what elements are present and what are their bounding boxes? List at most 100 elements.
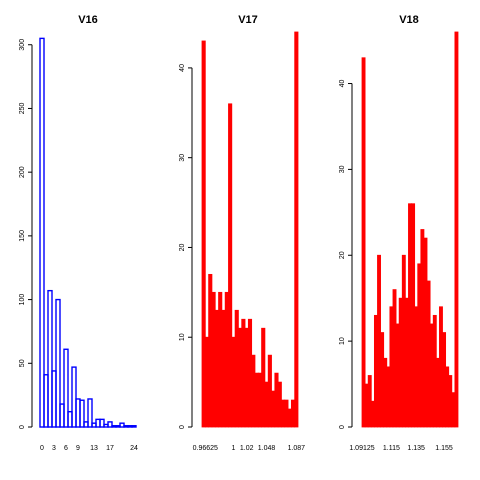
x-tick-label: 3 — [52, 445, 56, 452]
x-tick-label: 9 — [76, 445, 80, 452]
histogram-bar — [107, 421, 113, 428]
histogram-bar — [231, 336, 236, 428]
histogram-bar — [395, 323, 400, 428]
x-tick-label: 1.115 — [383, 445, 400, 452]
x-tick-label: 17 — [106, 445, 114, 452]
histogram-bar — [264, 381, 269, 428]
histogram-bar — [435, 357, 440, 428]
histogram-bar — [445, 366, 450, 428]
histogram-bar — [451, 392, 456, 428]
histogram-bar — [208, 273, 213, 428]
histogram-bar — [251, 354, 256, 428]
y-tick-label: 20 — [179, 243, 186, 251]
histogram-bar — [398, 297, 403, 428]
x-tick-label: 1.135 — [407, 445, 425, 452]
histogram-bar — [361, 57, 366, 428]
histogram-bar — [261, 327, 266, 428]
panel-v17: V17 0 10 20 30 40 0.96625 1 1.02 1.048 1.087 — [179, 14, 305, 452]
histogram-bar — [218, 291, 223, 428]
histogram-bar — [439, 306, 443, 428]
x-tick-label: 1.048 — [258, 445, 276, 452]
y-tick-label: 0 — [179, 425, 186, 429]
histogram-bar — [290, 399, 296, 428]
histogram-bar — [442, 332, 447, 428]
histogram-bar — [214, 309, 219, 428]
histogram-bar — [238, 327, 243, 428]
histogram-bar — [131, 425, 137, 428]
y-tick-label: 40 — [179, 64, 186, 72]
histogram-bar — [99, 418, 105, 428]
histogram-bar — [224, 291, 229, 428]
x-tick-label: 0 — [40, 445, 44, 452]
histogram-bar — [404, 297, 409, 428]
y-tick-label: 50 — [19, 359, 26, 367]
histogram-bar — [370, 400, 375, 428]
x-tick-label: 1.155 — [435, 445, 453, 452]
histogram-bar — [417, 263, 422, 428]
y-tick-label: 20 — [339, 251, 346, 259]
histogram-bar — [277, 381, 282, 428]
histogram-bar — [432, 314, 437, 428]
histogram-bar — [228, 103, 233, 428]
histogram-bar — [63, 348, 69, 428]
y-tick-label: 0 — [19, 425, 26, 429]
histogram-bar — [271, 390, 276, 428]
y-tick-label: 40 — [339, 80, 346, 88]
histogram-bar — [383, 357, 388, 428]
histogram-bar — [234, 309, 239, 428]
histogram-bar — [267, 354, 272, 428]
histogram-bar — [247, 318, 253, 428]
x-tick-label: 24 — [130, 445, 138, 452]
histogram-bar — [55, 298, 61, 428]
histogram-bar — [423, 237, 428, 428]
histogram-bar — [426, 280, 431, 428]
histogram-bar — [373, 314, 378, 428]
panel-v18: V18 0 10 20 30 40 1.09125 1.115 1.135 1.155 — [339, 14, 459, 452]
histogram-bar — [380, 332, 385, 428]
y-tick-label: 200 — [19, 166, 26, 178]
y-tick-label: 0 — [339, 425, 346, 429]
panel-title: V16 — [78, 14, 98, 26]
y-tick-label: 300 — [19, 39, 26, 51]
histogram-bar — [47, 289, 53, 428]
x-tick-label: 1 — [231, 445, 235, 452]
y-tick-label: 250 — [19, 103, 26, 115]
y-tick-label: 30 — [339, 165, 346, 173]
x-tick-label: 1.09125 — [349, 445, 374, 452]
histogram-bar — [364, 383, 369, 428]
x-tick-label: 0.96625 — [193, 445, 218, 452]
y-tick-label: 150 — [19, 230, 26, 242]
histogram-bar — [254, 372, 259, 428]
histogram-bar — [201, 40, 206, 428]
y-tick-label: 100 — [19, 294, 26, 306]
histogram-bar — [377, 254, 381, 428]
panel-v16: V16 0 50 100 150 200 250 300 0 3 6 9 13 17 24 — [19, 14, 138, 452]
histogram-bar — [448, 375, 453, 428]
histogram-bar — [287, 408, 292, 428]
panel-title: V18 — [399, 14, 419, 26]
y-tick-label: 10 — [339, 337, 346, 345]
histogram-bar — [401, 254, 406, 428]
histogram-bar — [429, 323, 434, 428]
histogram-bar — [274, 372, 279, 428]
x-tick-label: 1.02 — [240, 445, 254, 452]
histogram-bar — [79, 399, 85, 428]
histogram-bar — [204, 336, 210, 428]
histogram-bar — [408, 203, 412, 428]
histogram-bar — [257, 372, 262, 428]
x-tick-label: 1.087 — [288, 445, 306, 452]
histogram-bar — [392, 289, 397, 428]
x-tick-label: 13 — [90, 445, 98, 452]
histogram-bar — [411, 203, 416, 428]
histogram-bar — [420, 229, 425, 428]
histogram-bar — [221, 309, 226, 428]
histogram-bar — [294, 31, 299, 428]
y-tick-label: 30 — [179, 154, 186, 162]
histogram-bar — [454, 31, 459, 428]
x-tick-label: 6 — [64, 445, 68, 452]
histogram-bar — [386, 366, 391, 428]
histogram-bar — [39, 37, 45, 428]
histogram-bar — [241, 318, 246, 428]
histogram-bar — [87, 398, 93, 428]
